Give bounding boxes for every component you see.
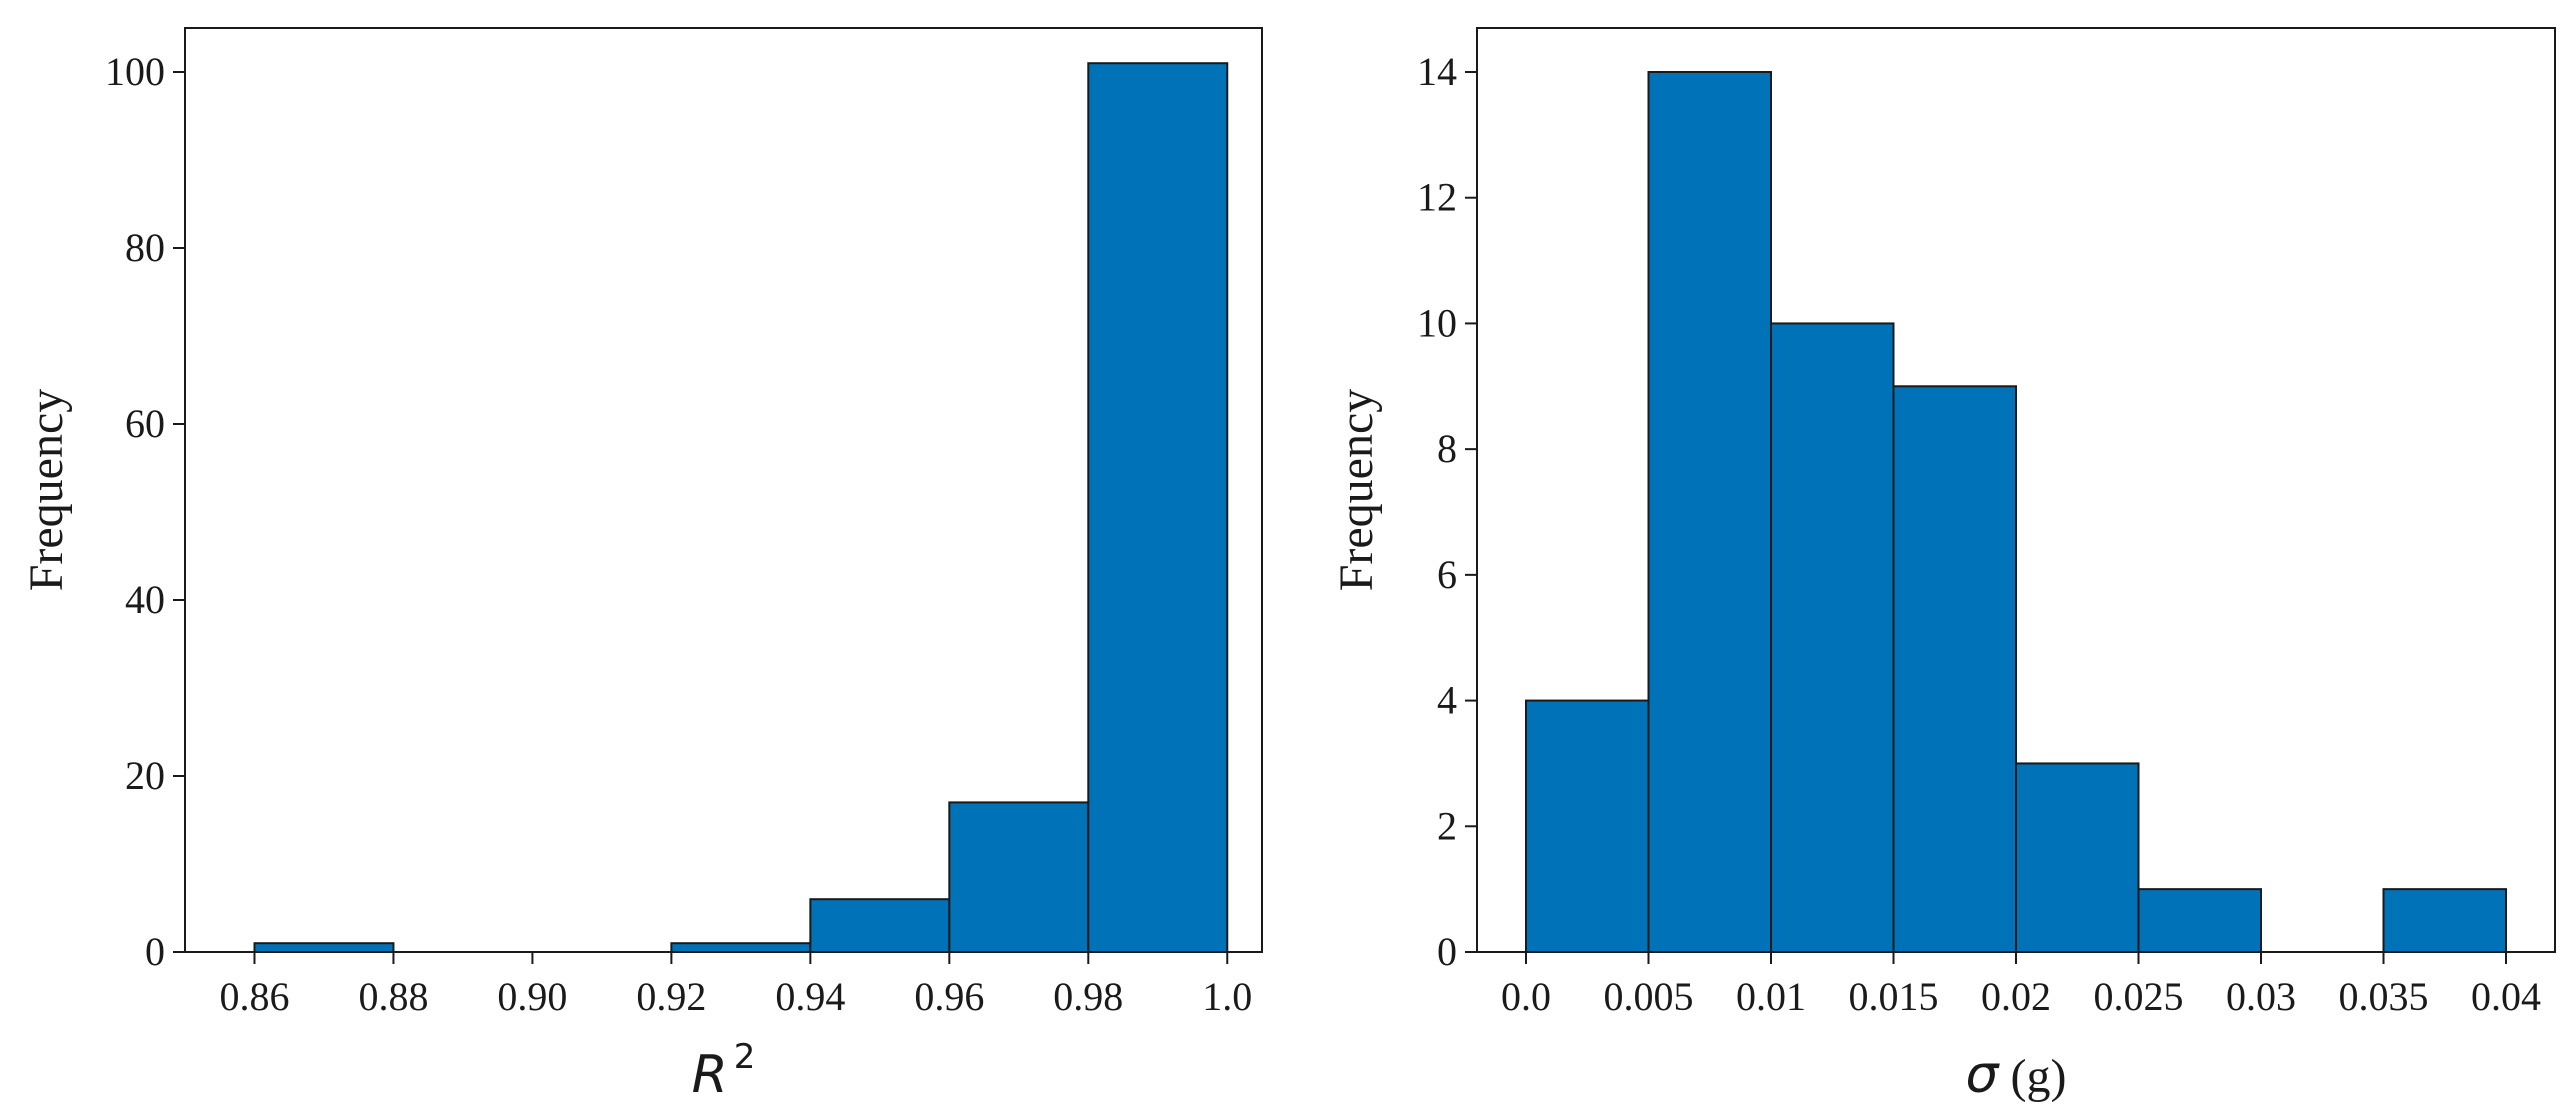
y-tick-label: 12	[1417, 175, 1457, 220]
x-tick-label: 0.88	[358, 974, 428, 1019]
x-tick-label: 0.01	[1736, 974, 1806, 1019]
y-tick-label: 2	[1437, 803, 1457, 848]
x-tick-label: 0.92	[636, 974, 706, 1019]
y-tick-label: 0	[145, 929, 165, 974]
histogram-bar	[948, 801, 1090, 954]
y-tick-label: 6	[1437, 552, 1457, 597]
x-axis-label: σ (g)	[1966, 1045, 2067, 1105]
histogram-bar	[2382, 888, 2507, 954]
y-tick-label: 60	[125, 401, 165, 446]
x-tick-label: 0.98	[1053, 974, 1123, 1019]
y-tick-label: 14	[1417, 49, 1457, 94]
x-tick-label: 0.94	[775, 974, 845, 1019]
y-tick-label: 10	[1417, 300, 1457, 345]
y-axis-label: Frequency	[20, 389, 73, 592]
histogram-bar	[253, 942, 395, 954]
histogram-bar	[1770, 322, 1895, 953]
x-tick-label: 0.03	[2226, 974, 2296, 1019]
histogram-bar	[2137, 888, 2262, 954]
x-tick-label: 0.96	[914, 974, 984, 1019]
y-tick-label: 4	[1437, 678, 1457, 723]
histogram-bar	[809, 898, 951, 954]
x-tick-label: 0.035	[2339, 974, 2429, 1019]
x-tick-label: 1.0	[1202, 974, 1252, 1019]
histogram-bar	[1087, 62, 1229, 953]
x-tick-label: 0.0	[1501, 974, 1551, 1019]
x-tick-label: 0.04	[2471, 974, 2541, 1019]
plot-frame	[184, 27, 1263, 953]
x-tick-label: 0.90	[497, 974, 567, 1019]
y-axis-label: Frequency	[1330, 389, 1383, 592]
x-tick-label: 0.015	[1849, 974, 1939, 1019]
x-tick-label: 0.86	[219, 974, 289, 1019]
histogram-bar	[1647, 71, 1772, 953]
y-tick-label: 8	[1437, 426, 1457, 471]
histogram-panel-r-squared: 0.86 0.88 0.90 0.92 0.94 0.96 0.98 1.0 0 20 40 60 80…	[20, 27, 1263, 1105]
histogram-bar	[1525, 699, 1650, 953]
histogram-panel-sigma: 0.0 0.005 0.01 0.015 0.02 0.025 0.03 0.035 0.04 0…	[1330, 27, 2556, 1105]
histogram-bar	[2015, 762, 2140, 954]
y-tick-label: 0	[1437, 929, 1457, 974]
y-tick-label: 100	[105, 49, 165, 94]
y-tick-label: 80	[125, 225, 165, 270]
x-tick-label: 0.025	[2094, 974, 2184, 1019]
histogram-bar	[1892, 385, 2017, 953]
y-tick-label: 40	[125, 577, 165, 622]
y-tick-label: 20	[125, 753, 165, 798]
x-tick-label: 0.005	[1604, 974, 1694, 1019]
x-tick-label: 0.02	[1981, 974, 2051, 1019]
histogram-bar	[670, 942, 812, 954]
